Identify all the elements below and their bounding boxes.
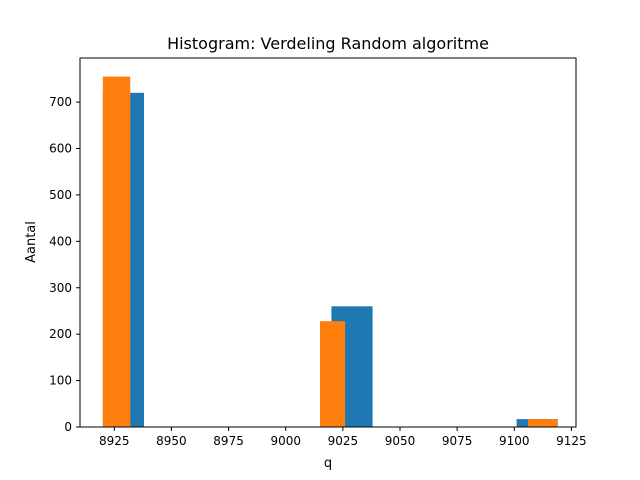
y-tick-label: 500 xyxy=(49,188,72,202)
x-tick-label: 8925 xyxy=(99,434,130,448)
histogram-bar-s1-b1 xyxy=(320,321,346,427)
x-tick-label: 9100 xyxy=(499,434,530,448)
x-axis-label: q xyxy=(324,456,332,471)
x-tick-label: 9050 xyxy=(385,434,416,448)
y-tick-label: 400 xyxy=(49,234,72,248)
y-tick-label: 300 xyxy=(49,281,72,295)
histogram-bar-s1-b2 xyxy=(528,419,558,427)
y-tick-label: 600 xyxy=(49,142,72,156)
y-tick-label: 100 xyxy=(49,374,72,388)
x-tick-label: 9000 xyxy=(270,434,301,448)
y-tick-label: 0 xyxy=(64,420,72,434)
y-tick-label: 700 xyxy=(49,95,72,109)
plot-frame xyxy=(79,57,577,428)
histogram-bar-s1-b0 xyxy=(102,76,131,427)
x-tick-label: 8975 xyxy=(213,434,244,448)
y-tick-label: 200 xyxy=(49,327,72,341)
y-axis-label: Aantal xyxy=(24,221,39,263)
x-tick-label: 9075 xyxy=(442,434,473,448)
x-tick-label: 9125 xyxy=(556,434,587,448)
x-axis-ticks: 8925 8950 8975 9000 9025 9050 9075 9100 9125 xyxy=(99,427,587,448)
x-tick-label: 9025 xyxy=(328,434,359,448)
chart-title: Histogram: Verdeling Random algoritme xyxy=(167,34,489,53)
bars-layer xyxy=(102,76,558,427)
x-tick-label: 8950 xyxy=(156,434,187,448)
y-axis-ticks: 0 100 200 300 400 500 600 700 xyxy=(49,95,80,434)
